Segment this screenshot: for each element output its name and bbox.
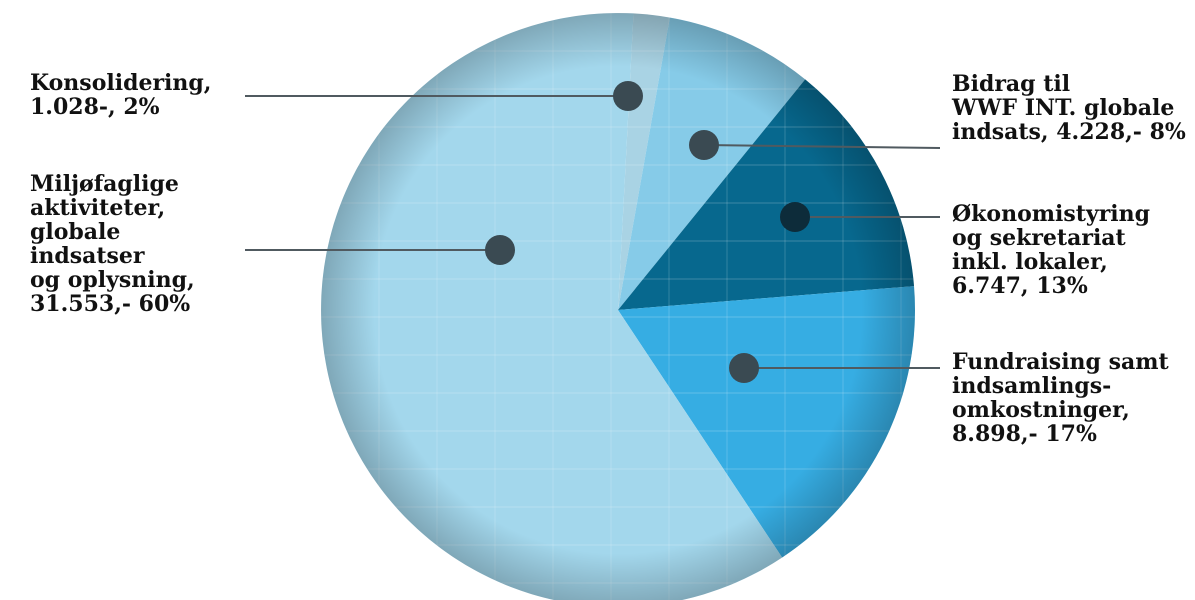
slice-marker-konsolidering	[613, 81, 643, 111]
slice-label-konsolidering: Konsolidering, 1.028-, 2%	[30, 70, 212, 120]
slice-marker-miljoefaglige	[485, 235, 515, 265]
slice-marker-oekonomistyring	[780, 202, 810, 232]
slice-marker-bidrag-wwf-int	[689, 130, 719, 160]
slice-label-miljoefaglige: Miljøfaglige aktiviteter, globale indsat…	[30, 171, 195, 317]
slice-label-bidrag-wwf-int: Bidrag til WWF INT. globale indsats, 4.2…	[952, 71, 1186, 145]
slice-label-fundraising: Fundraising samt indsamlings- omkostning…	[952, 349, 1169, 447]
slice-marker-fundraising	[729, 353, 759, 383]
pie-vignette	[321, 13, 915, 600]
leader-line-bidrag-wwf-int	[703, 144, 941, 149]
slice-label-oekonomistyring: Økonomistyring og sekretariat inkl. loka…	[952, 201, 1151, 299]
